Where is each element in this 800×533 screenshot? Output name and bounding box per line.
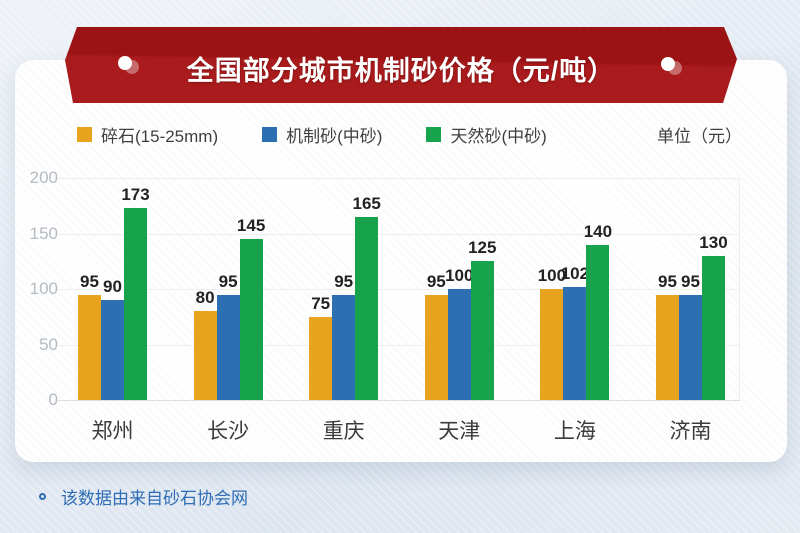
bar-value-label: 95 xyxy=(658,271,677,291)
x-axis-category-label: 重庆 xyxy=(322,420,365,443)
bar-group-上海: 100 102 140 上海 xyxy=(538,178,612,443)
bar-value-label: 75 xyxy=(311,293,331,313)
bar-value-label: 165 xyxy=(352,193,381,213)
bar-长沙-碎石(15-25mm): 80 xyxy=(193,288,217,400)
bar-group-天津: 95 100 125 天津 xyxy=(424,178,496,443)
bar-value-label: 95 xyxy=(218,271,238,291)
bar-value-label: 173 xyxy=(121,185,150,204)
y-axis-tick-50: 50 xyxy=(39,334,58,354)
bullet-circle-icon xyxy=(39,493,46,500)
bar-上海-机制砂(中砂): 102 xyxy=(561,264,589,400)
legend: 碎石(15-25mm) 机制砂(中砂) 天然砂(中砂) 单位（元） xyxy=(77,122,742,146)
bar-郑州-天然砂(中砂): 173 xyxy=(121,185,150,400)
bar-value-label: 100 xyxy=(445,266,474,285)
source-note: 该数据由来自砂石协会网 xyxy=(39,484,248,509)
bar-济南-天然砂(中砂): 130 xyxy=(699,233,728,400)
bar-长沙-天然砂(中砂): 145 xyxy=(237,216,265,400)
legend-swatch-icon xyxy=(77,126,92,142)
unit-label: 单位（元） xyxy=(657,126,742,146)
bar-value-label: 102 xyxy=(560,263,590,283)
x-axis-category-label: 郑州 xyxy=(91,420,134,443)
y-axis-tick-200: 200 xyxy=(29,168,58,187)
legend-item-0: 碎石(15-25mm) xyxy=(77,122,218,147)
legend-label: 机制砂(中砂) xyxy=(286,126,383,146)
bar-value-label: 125 xyxy=(468,238,497,258)
chart-title: 全国部分城市机制砂价格（元/吨） xyxy=(186,56,616,86)
legend-item-2: 天然砂(中砂) xyxy=(426,122,547,147)
bar-value-label: 90 xyxy=(103,277,122,297)
legend-label: 碎石(15-25mm) xyxy=(101,126,219,146)
y-axis-tick-100: 100 xyxy=(29,279,58,298)
bar-郑州-机制砂(中砂): 90 xyxy=(101,277,124,400)
bar-长沙-机制砂(中砂): 95 xyxy=(216,272,240,400)
chart-card: 碎石(15-25mm) 机制砂(中砂) 天然砂(中砂) 单位（元） 200 150 100… xyxy=(15,60,787,462)
bar-value-label: 95 xyxy=(681,271,700,291)
bar-天津-碎石(15-25mm): 95 xyxy=(424,272,448,400)
legend-swatch-icon xyxy=(426,126,442,142)
gridline-100 xyxy=(58,289,740,290)
plot-area: 200 150 100 50 0 95 90 173 郑州 80 95 145 长沙 75 95 165 重庆 9… xyxy=(30,168,740,443)
bar-group-重庆: 75 95 165 重庆 xyxy=(309,178,381,443)
bar-value-label: 100 xyxy=(537,266,567,285)
bar-重庆-天然砂(中砂): 165 xyxy=(353,194,381,400)
bar-value-label: 95 xyxy=(426,271,446,291)
bar-上海-碎石(15-25mm): 100 xyxy=(538,266,566,400)
gridline-0 xyxy=(58,400,740,401)
bar-重庆-机制砂(中砂): 95 xyxy=(332,272,356,400)
bar-groups: 95 90 173 郑州 80 95 145 长沙 75 95 165 重庆 95 100 125 天津 100… xyxy=(72,178,740,443)
bar-济南-碎石(15-25mm): 95 xyxy=(655,272,679,400)
gridline-150 xyxy=(58,233,740,235)
legend-label: 天然砂(中砂) xyxy=(450,126,547,146)
x-axis-category-label: 上海 xyxy=(553,420,596,443)
title-banner: 全国部分城市机制砂价格（元/吨） xyxy=(65,27,737,103)
legend-swatch-icon xyxy=(262,126,278,142)
gridline-200 xyxy=(58,178,740,179)
banner-dot-right-icon xyxy=(661,57,682,75)
bar-group-济南: 95 95 130 济南 xyxy=(655,178,728,443)
bar-value-label: 95 xyxy=(80,271,99,291)
bar-group-郑州: 95 90 173 郑州 xyxy=(78,178,150,443)
bar-上海-天然砂(中砂): 140 xyxy=(584,222,612,400)
source-note-text: 该数据由来自砂石协会网 xyxy=(61,489,248,508)
bar-郑州-碎石(15-25mm): 95 xyxy=(78,272,101,400)
gridline-50 xyxy=(58,344,740,346)
bar-重庆-碎石(15-25mm): 75 xyxy=(309,294,333,400)
bar-value-label: 130 xyxy=(699,232,728,252)
bar-value-label: 95 xyxy=(334,271,354,291)
bar-value-label: 80 xyxy=(195,288,215,308)
bar-天津-机制砂(中砂): 100 xyxy=(445,266,473,400)
x-axis-category-label: 济南 xyxy=(669,420,712,443)
bar-济南-机制砂(中砂): 95 xyxy=(678,272,702,400)
y-axis-tick-0: 0 xyxy=(48,390,58,409)
x-axis-category-label: 长沙 xyxy=(207,420,250,443)
bar-value-label: 140 xyxy=(583,221,613,241)
x-axis-category-label: 天津 xyxy=(438,420,481,443)
bar-group-长沙: 80 95 145 长沙 xyxy=(193,178,265,443)
bar-天津-天然砂(中砂): 125 xyxy=(468,238,496,400)
bar-value-label: 145 xyxy=(236,216,266,236)
y-axis-tick-150: 150 xyxy=(29,223,58,243)
legend-item-1: 机制砂(中砂) xyxy=(262,122,382,147)
banner-dot-left-icon xyxy=(118,56,139,74)
